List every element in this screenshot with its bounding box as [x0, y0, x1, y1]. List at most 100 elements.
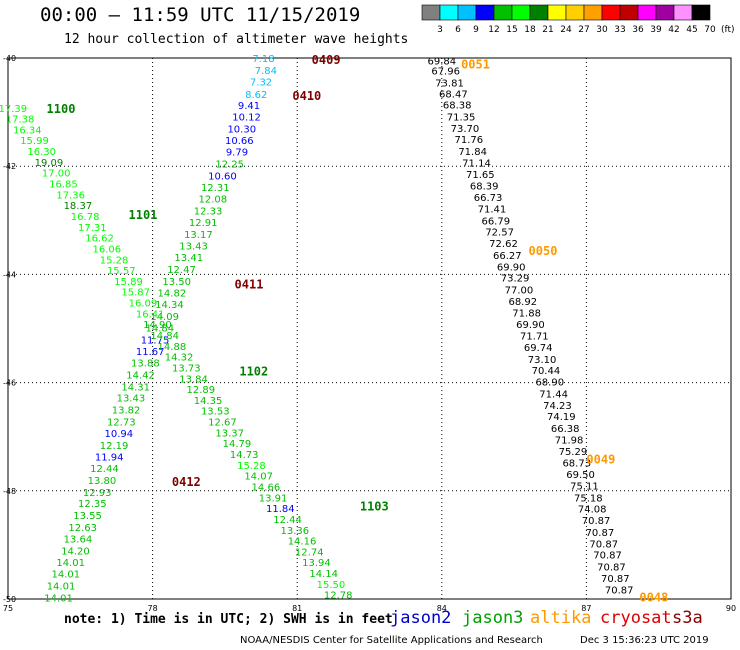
- pass-time-label: 0051: [461, 57, 490, 71]
- colorbar-label: 9: [473, 25, 479, 35]
- data-point-jason3: 14.32: [165, 353, 194, 364]
- data-point-altika: 71.88: [512, 308, 541, 319]
- colorbar-swatch: [547, 4, 567, 21]
- data-point-jason2: 10.12: [232, 112, 261, 123]
- data-point-jason2: 14.42: [126, 370, 155, 381]
- pass-time-label: 1102: [239, 365, 268, 379]
- data-point-altika: 70.87: [586, 528, 615, 539]
- data-point-jason3: 16.09: [129, 299, 158, 310]
- colorbar-swatch: [637, 4, 657, 21]
- data-point-jason2: 11.94: [95, 453, 124, 464]
- sat-legend-jason3: jason3: [462, 608, 524, 628]
- colorbar-label: 45: [686, 25, 697, 35]
- data-point-jason2: 10.30: [227, 124, 256, 135]
- data-point-altika: 74.08: [578, 505, 607, 516]
- data-point-jason3: 15.28: [100, 255, 129, 266]
- data-point-jason3: 16.41: [136, 309, 165, 320]
- colorbar: 3 6 9 12 15 18 21 24 27 30 33 36 39 42 45 70 (ft): [421, 4, 735, 35]
- data-point-jason2: 13.17: [184, 230, 213, 241]
- data-point-jason2: 13.43: [117, 394, 146, 405]
- data-point-altika: 73.70: [451, 124, 480, 135]
- colorbar-label: 36: [632, 25, 644, 35]
- data-point-jason2: 7.32: [250, 77, 272, 88]
- data-point-jason3: 13.84: [179, 374, 208, 385]
- data-point-altika: 70.87: [601, 574, 630, 585]
- data-point-jason3: 13.36: [280, 526, 309, 537]
- data-point-altika: 68.73: [562, 459, 591, 470]
- data-point-jason2: 12.63: [68, 523, 97, 534]
- data-point-jason2: 12.31: [201, 183, 230, 194]
- colorbar-swatch: [457, 4, 477, 21]
- data-point-jason3: 18.37: [64, 201, 93, 212]
- data-point-jason2: 10.60: [208, 171, 237, 182]
- data-point-jason2: 13.55: [73, 511, 102, 522]
- data-point-jason2: 14.84: [146, 323, 175, 334]
- data-point-altika: 75.29: [559, 447, 588, 458]
- data-point-altika: 71.41: [478, 204, 507, 215]
- data-point-jason3: 17.39: [0, 104, 27, 115]
- data-point-jason2: 14.82: [158, 288, 187, 299]
- y-tick-label: -40: [3, 54, 16, 63]
- data-point-jason3: 12.74: [295, 547, 324, 558]
- data-point-jason3: 16.30: [27, 147, 56, 158]
- data-point-jason2: 14.01: [56, 558, 85, 569]
- colorbar-swatch: [421, 4, 441, 21]
- x-tick-label: 78: [148, 604, 158, 613]
- data-point-jason2: 12.47: [167, 265, 196, 276]
- colorbar-label: 42: [668, 25, 679, 35]
- data-point-jason2: 12.35: [78, 499, 107, 510]
- data-point-jason2: 13.41: [174, 253, 203, 264]
- footer-timestamp: Dec 3 15:36:23 UTC 2019: [580, 635, 709, 646]
- x-tick-label: 75: [3, 604, 13, 613]
- colorbar-swatch: [655, 4, 675, 21]
- data-point-altika: 70.44: [532, 366, 561, 377]
- y-tick-label: -44: [3, 270, 16, 279]
- colorbar-swatch: [529, 4, 549, 21]
- data-point-altika: 66.27: [493, 251, 522, 262]
- colorbar-label: 3: [437, 25, 443, 35]
- data-point-jason2: 14.09: [150, 312, 179, 323]
- data-point-jason3: 16.06: [92, 244, 121, 255]
- colorbar-swatch: [565, 4, 585, 21]
- colorbar-label: 30: [596, 25, 608, 35]
- data-point-altika: 66.73: [474, 193, 503, 204]
- data-point-altika: 71.98: [555, 435, 584, 446]
- data-point-jason3: 12.78: [324, 591, 353, 602]
- colorbar-swatch: [439, 4, 459, 21]
- data-point-jason2: 13.88: [131, 359, 160, 370]
- data-point-jason3: 14.84: [150, 331, 179, 342]
- data-point-altika: 66.38: [551, 424, 580, 435]
- data-point-altika: 69.50: [566, 470, 595, 481]
- data-point-altika: 71.35: [447, 112, 476, 123]
- data-point-jason2: 12.73: [107, 418, 136, 429]
- data-point-altika: 73.29: [501, 274, 530, 285]
- sat-legend-s3a: s3a: [672, 608, 703, 628]
- data-point-jason2: 12.19: [100, 441, 129, 452]
- sat-legend-altika: altika: [530, 608, 592, 628]
- data-point-jason2: 12.44: [90, 464, 119, 475]
- data-point-jason2: 9.79: [226, 148, 248, 159]
- colorbar-swatch: [691, 4, 711, 21]
- data-point-altika: 70.87: [589, 539, 618, 550]
- colorbar-swatch: [601, 4, 621, 21]
- data-point-altika: 71.84: [458, 147, 487, 158]
- data-point-jason3: 11.84: [266, 504, 295, 515]
- colorbar-unit: (ft): [721, 25, 735, 35]
- data-point-jason2: 13.50: [162, 277, 191, 288]
- data-point-altika: 66.79: [481, 216, 510, 227]
- data-point-altika: 73.81: [435, 78, 464, 89]
- data-point-altika: 70.87: [593, 551, 622, 562]
- data-point-altika: 73.10: [528, 355, 557, 366]
- time-labels: 0409 0410 0411 0412 1100 1101 1102 1103 0051 0050…: [47, 53, 669, 604]
- chart-subtitle: 12 hour collection of altimeter wave hei…: [64, 32, 409, 47]
- data-point-altika: 69.90: [497, 262, 526, 273]
- data-point-jason3: 13.53: [201, 407, 230, 418]
- data-point-jason3: 17.31: [78, 223, 107, 234]
- data-point-jason2: 13.82: [112, 406, 141, 417]
- pass-time-label: 0050: [529, 244, 558, 258]
- pass-time-label: 0410: [292, 89, 321, 103]
- pass-time-label: 1103: [360, 499, 389, 513]
- data-point-altika: 75.18: [574, 493, 603, 504]
- data-point-altika: 71.65: [466, 170, 495, 181]
